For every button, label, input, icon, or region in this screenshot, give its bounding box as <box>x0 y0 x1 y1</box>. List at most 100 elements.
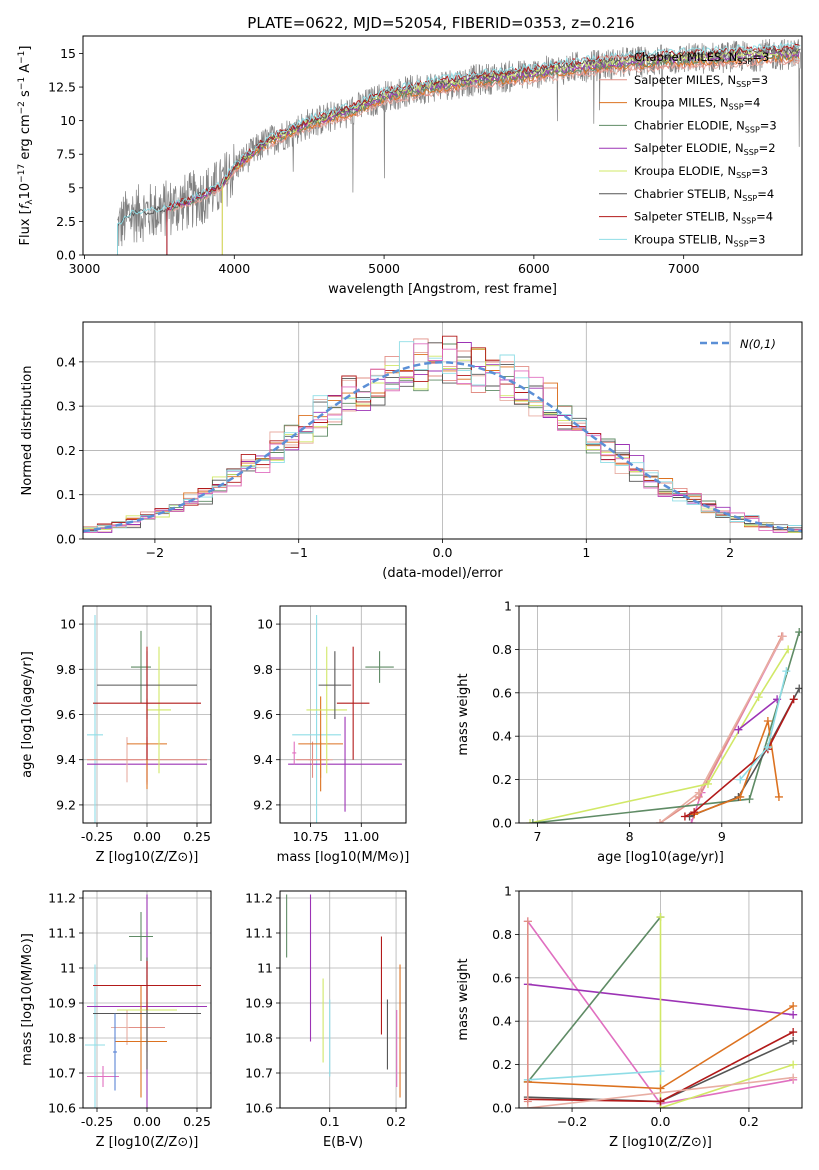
legend-entry: N(0,1) <box>740 337 776 351</box>
legend-entry: Salpeter STELIB, NSSP=4 <box>634 210 773 226</box>
x-tick-label: 0.25 <box>183 829 211 844</box>
plot-area <box>87 615 207 823</box>
y-tick-label: 0.4 <box>492 729 512 744</box>
x-tick-label: 1 <box>582 545 590 560</box>
normal-reference-curve <box>83 361 802 533</box>
x-tick-label: −1 <box>289 545 307 560</box>
y-tick-label: 11.2 <box>48 891 76 906</box>
y-tick-label: 15 <box>60 46 76 61</box>
y-tick-label: 0.3 <box>56 399 76 414</box>
mass-weight-marker <box>763 717 772 726</box>
y-tick-label: 12.5 <box>48 80 76 95</box>
x-tick-label: -0.25 <box>81 1114 113 1129</box>
legend-entry: Kroupa ELODIE, NSSP=3 <box>634 164 768 180</box>
y-tick-label: 0.8 <box>492 642 512 657</box>
mass-weight-line <box>659 917 794 1108</box>
plot-area <box>288 615 402 823</box>
x-tick-label: 9 <box>718 829 726 844</box>
legend-entry: Chabrier STELIB, NSSP=4 <box>634 187 774 203</box>
model-spectrum <box>166 50 801 255</box>
y-tick-label: 10.7 <box>245 1066 273 1081</box>
panel-age_vs_massweight: 7 8 9 0.0 0.2 0.4 0.6 0.8 1 age [log10(age/yr)] ma… <box>456 599 803 865</box>
legend-entry: Salpeter MILES, NSSP=3 <box>634 73 768 89</box>
y-tick-label: 1 <box>504 884 512 899</box>
x-axis-label: (data-model)/error <box>382 566 503 581</box>
y-tick-label: 10.7 <box>48 1066 76 1081</box>
y-tick-label: 7.5 <box>56 147 76 162</box>
x-tick-label: 3000 <box>69 261 101 276</box>
y-axis-label: age [log10(age/yr)] <box>20 651 35 778</box>
y-tick-label: 0.2 <box>492 1057 512 1072</box>
figure-title: PLATE=0622, MJD=52054, FIBERID=0353, z=0… <box>247 14 634 32</box>
x-tick-label: 8 <box>626 829 634 844</box>
legend-entry: Chabrier MILES, NSSP=3 <box>634 50 769 66</box>
x-tick-label: 5000 <box>368 261 400 276</box>
y-axis-label: mass [log10(M/M⊙)] <box>20 933 35 1066</box>
mass-weight-marker <box>526 819 535 823</box>
plot-area <box>85 894 207 1108</box>
mass-weight-marker <box>703 779 712 788</box>
mass-weight-line <box>737 698 778 731</box>
y-tick-label: 10 <box>60 617 76 632</box>
x-tick-label: −2 <box>146 545 164 560</box>
x-axis-label: Z [log10(Z/Z⊙)] <box>96 1135 199 1150</box>
x-axis-label: wavelength [Angstrom, rest frame] <box>328 282 557 297</box>
legend-entry: Chabrier ELODIE, NSSP=3 <box>634 118 777 134</box>
axes-frame <box>279 890 407 1109</box>
y-tick-label: 0.0 <box>492 816 512 831</box>
y-tick-label: 11.1 <box>48 926 76 941</box>
mass-weight-marker <box>687 819 696 823</box>
x-tick-label: 10.75 <box>293 829 329 844</box>
mass-weight-marker <box>789 695 798 704</box>
mass-weight-marker <box>523 1097 532 1106</box>
mass-weight-marker <box>784 645 793 654</box>
panel-Z_vs_mass: -0.25 0.00 0.25 10.6 10.7 10.8 10.9 11 11.1 11.2 Z… <box>20 890 212 1150</box>
residual-histogram <box>83 341 802 533</box>
mass-weight-marker <box>789 1073 798 1082</box>
mass-weight-marker <box>734 725 743 734</box>
plot-area <box>286 894 401 1098</box>
mass-weight-marker <box>789 1010 798 1019</box>
plot-area <box>117 38 801 255</box>
axes-frame <box>518 605 803 824</box>
mass-weight-marker <box>694 788 703 797</box>
legend-entry: Salpeter ELODIE, NSSP=2 <box>634 141 776 157</box>
y-tick-label: 1 <box>504 599 512 614</box>
panel-Z_vs_massweight: −0.2 0.0 0.2 0.0 0.2 0.4 0.6 0.8 1 Z [log10(Z/Z⊙)… <box>456 884 803 1150</box>
y-tick-label: 9.6 <box>56 707 76 722</box>
model-spectrum <box>117 42 801 255</box>
panel-residuals: N(0,1) −2 −1 0.0 1 2 0.0 0.1 0.2 0.3 0.4 (data-mode… <box>20 321 803 581</box>
legend-entry: Kroupa MILES, NSSP=4 <box>634 96 760 112</box>
y-tick-label: 0.6 <box>492 970 512 985</box>
y-tick-label: 10.6 <box>48 1101 76 1116</box>
x-tick-label: 6000 <box>518 261 550 276</box>
y-tick-label: 9.4 <box>56 752 76 767</box>
x-tick-label: 0.2 <box>386 1114 406 1129</box>
y-tick-label: 0.0 <box>56 532 76 547</box>
mass-weight-marker <box>789 1002 798 1011</box>
y-axis-label: mass weight <box>456 958 471 1040</box>
panels: Chabrier MILES, NSSP=3 Salpeter MILES, NS… <box>17 35 803 1150</box>
mass-weight-marker <box>774 792 783 801</box>
y-tick-label: 11 <box>60 961 76 976</box>
mass-weight-marker <box>736 792 745 801</box>
y-axis-label: Normed distribution <box>20 366 35 496</box>
mass-weight-marker <box>754 693 763 702</box>
y-tick-label: 5 <box>68 180 76 195</box>
mass-weight-marker <box>656 1097 665 1106</box>
x-tick-label: 2 <box>726 545 734 560</box>
x-tick-label: 0.0 <box>651 1114 671 1129</box>
plot-area <box>83 335 802 533</box>
y-tick-label: 9.2 <box>253 797 273 812</box>
x-axis-label: mass [log10(M/M⊙)] <box>277 850 410 865</box>
y-tick-label: 9.4 <box>253 752 273 767</box>
panel-EBV_vs_mass: 0.1 0.2 10.6 10.7 10.8 10.9 11 11.1 11.2 E(B-V) <box>245 890 407 1150</box>
plot-area <box>526 628 802 823</box>
y-tick-label: 9.8 <box>253 662 273 677</box>
x-tick-label: 0.2 <box>739 1114 759 1129</box>
mass-weight-marker <box>656 1084 665 1093</box>
y-tick-label: 0.4 <box>492 1014 512 1029</box>
x-tick-label: 0.25 <box>183 1114 211 1129</box>
mass-weight-marker <box>778 632 787 641</box>
